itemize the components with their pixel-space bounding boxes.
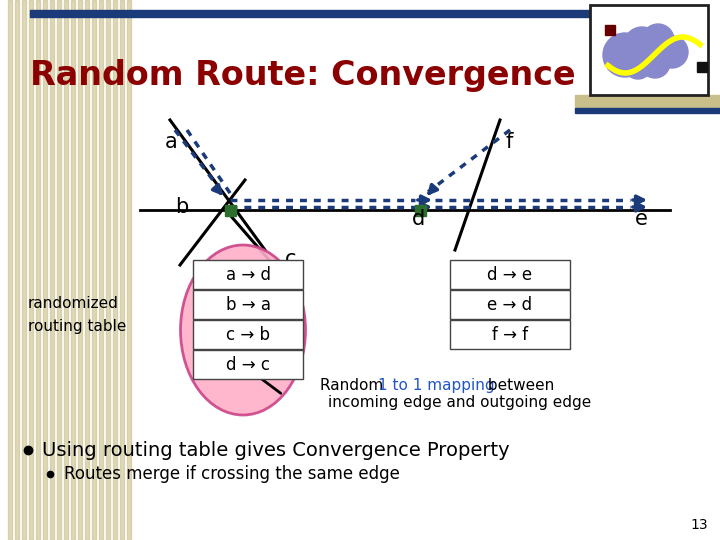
Circle shape <box>656 36 688 68</box>
Bar <box>106 0 110 540</box>
Bar <box>22 0 26 540</box>
Text: f: f <box>505 132 513 152</box>
Text: Random: Random <box>320 378 388 393</box>
Bar <box>29 0 33 540</box>
Bar <box>43 0 47 540</box>
FancyBboxPatch shape <box>193 350 303 379</box>
Text: Routes merge if crossing the same edge: Routes merge if crossing the same edge <box>64 465 400 483</box>
Bar <box>57 0 61 540</box>
FancyBboxPatch shape <box>193 290 303 319</box>
Circle shape <box>603 33 647 77</box>
Text: randomized
routing table: randomized routing table <box>28 296 127 334</box>
FancyBboxPatch shape <box>450 290 570 319</box>
Circle shape <box>624 27 660 63</box>
FancyBboxPatch shape <box>193 320 303 349</box>
Text: 1 to 1 mapping: 1 to 1 mapping <box>378 378 495 393</box>
Bar <box>590 5 708 95</box>
Circle shape <box>624 51 652 79</box>
Bar <box>15 0 19 540</box>
Bar <box>30 10 595 17</box>
Bar <box>71 0 75 540</box>
FancyBboxPatch shape <box>193 260 303 289</box>
Text: between: between <box>483 378 554 393</box>
Circle shape <box>640 48 670 78</box>
Text: d → c: d → c <box>226 355 270 374</box>
Text: 13: 13 <box>690 518 708 532</box>
Text: b: b <box>175 197 188 217</box>
Text: d → e: d → e <box>487 266 533 284</box>
Bar <box>575 108 720 113</box>
Text: Random Route: Convergence: Random Route: Convergence <box>30 58 575 91</box>
FancyBboxPatch shape <box>450 320 570 349</box>
Text: Using routing table gives Convergence Property: Using routing table gives Convergence Pr… <box>42 441 510 460</box>
Text: c: c <box>285 249 297 269</box>
Text: a → d: a → d <box>225 266 271 284</box>
Bar <box>8 0 12 540</box>
Bar <box>92 0 96 540</box>
Text: f → f: f → f <box>492 326 528 343</box>
FancyBboxPatch shape <box>450 260 570 289</box>
Circle shape <box>642 24 674 56</box>
Bar <box>78 0 82 540</box>
Bar <box>36 0 40 540</box>
Text: d: d <box>412 209 426 229</box>
Text: b → a: b → a <box>225 295 271 314</box>
Text: a: a <box>165 132 178 152</box>
Bar <box>127 0 131 540</box>
Text: c → b: c → b <box>226 326 270 343</box>
Ellipse shape <box>181 245 305 415</box>
Bar <box>605 25 615 35</box>
Bar <box>85 0 89 540</box>
Bar <box>113 0 117 540</box>
Text: incoming edge and outgoing edge: incoming edge and outgoing edge <box>328 395 591 410</box>
Bar <box>575 95 720 110</box>
Bar <box>697 62 707 72</box>
Bar <box>120 0 124 540</box>
Text: e → d: e → d <box>487 295 533 314</box>
Bar <box>415 205 426 216</box>
Bar <box>99 0 103 540</box>
Bar <box>64 0 68 540</box>
Bar <box>50 0 54 540</box>
Text: e: e <box>635 209 648 229</box>
Bar <box>225 205 236 216</box>
